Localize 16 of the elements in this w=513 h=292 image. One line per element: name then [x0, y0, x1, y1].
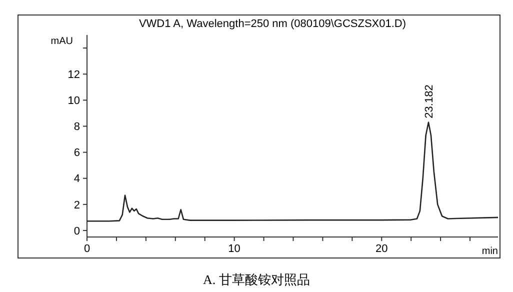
y-tick-label: 6	[74, 147, 80, 160]
y-tick-label: 8	[74, 121, 80, 134]
y-tick-label: 12	[68, 68, 80, 81]
y-tick-label: 4	[74, 173, 80, 186]
y-tick-label: 2	[74, 199, 80, 212]
y-tick-label: 0	[74, 225, 80, 238]
x-tick-label: 0	[84, 243, 90, 255]
text: A. 甘草酸铵对照品	[203, 272, 310, 287]
y-axis-title: mAU	[50, 36, 73, 47]
x-tick-label: 20	[376, 243, 388, 255]
y-tick-label: 10	[68, 95, 80, 108]
chart-title: VWD1 A, Wavelength=250 nm (080109\GCSZSX01.D)	[138, 18, 406, 30]
x-tick-label: 10	[228, 243, 240, 255]
x-axis-title: min	[482, 246, 498, 257]
annotation: 23.182	[424, 84, 436, 118]
line-series	[86, 122, 499, 222]
